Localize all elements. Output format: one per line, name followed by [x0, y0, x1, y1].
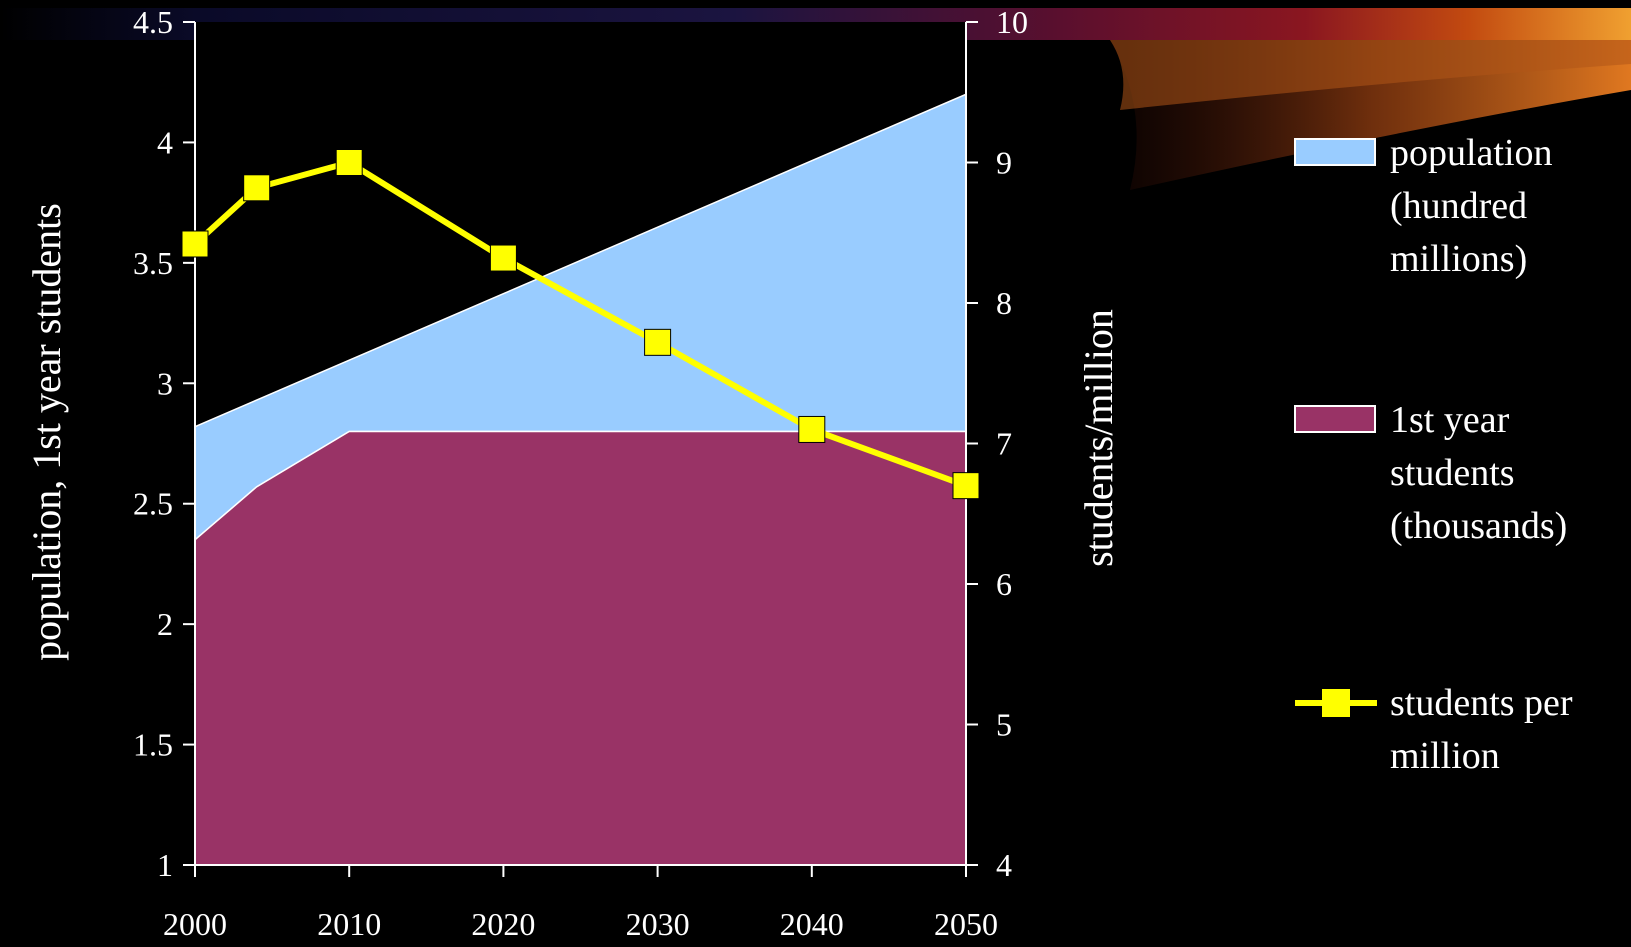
area-series-group — [194, 93, 967, 865]
right-tick-label: 5 — [996, 707, 1012, 743]
x-tick-label: 2020 — [471, 906, 535, 942]
students-per-million-point — [489, 244, 517, 272]
legend-label: population — [1390, 132, 1553, 174]
legend-label: students — [1390, 452, 1515, 494]
students-per-million-point — [644, 328, 672, 356]
swoosh-decoration-inner — [1110, 40, 1631, 110]
legend-label: students per — [1390, 682, 1573, 724]
legend-label: 1st year — [1390, 399, 1510, 441]
right-tick-label: 4 — [996, 847, 1012, 883]
legend-label: (hundred — [1390, 185, 1527, 227]
left-tick-label: 2 — [157, 606, 173, 642]
legend-swatch — [1294, 405, 1376, 433]
line-series-group — [181, 149, 980, 500]
legend-marker-swatch — [1322, 689, 1350, 717]
left-tick-label: 3.5 — [133, 245, 173, 281]
x-tick-label: 2000 — [163, 906, 227, 942]
axes-group: 1 1.5 2 2.5 3 3.5 4 4.5 4 5 6 7 8 9 10 2000 2010 2020 2030… — [133, 4, 1028, 942]
students-per-million-point — [798, 415, 826, 443]
legend: population (hundred millions) 1st year stude… — [1294, 132, 1573, 777]
left-tick-label: 1.5 — [133, 727, 173, 763]
legend-label: (thousands) — [1390, 505, 1567, 547]
left-tick-label: 4 — [157, 124, 173, 160]
x-tick-label: 2030 — [626, 906, 690, 942]
left-tick-label: 2.5 — [133, 486, 173, 522]
left-tick-label: 3 — [157, 365, 173, 401]
right-tick-label: 9 — [996, 145, 1012, 181]
students-per-million-point — [952, 472, 980, 500]
legend-label: millions) — [1390, 238, 1527, 280]
right-tick-label: 10 — [996, 4, 1028, 40]
left-axis-label: population, 1st year students — [24, 203, 69, 661]
legend-swatch — [1294, 138, 1376, 166]
students-per-million-point — [335, 149, 363, 176]
left-tick-label: 4.5 — [133, 4, 173, 40]
right-tick-label: 7 — [996, 426, 1012, 462]
students-per-million-point — [243, 174, 271, 202]
right-tick-label: 6 — [996, 566, 1012, 602]
students-per-million-point — [181, 230, 209, 258]
left-tick-label: 1 — [157, 847, 173, 883]
legend-label: million — [1390, 735, 1500, 777]
students-area — [195, 431, 966, 865]
right-axis-label: students/million — [1076, 309, 1121, 567]
right-tick-label: 8 — [996, 285, 1012, 321]
x-tick-label: 2040 — [780, 906, 844, 942]
x-tick-label: 2010 — [317, 906, 381, 942]
x-tick-label: 2050 — [934, 906, 998, 942]
